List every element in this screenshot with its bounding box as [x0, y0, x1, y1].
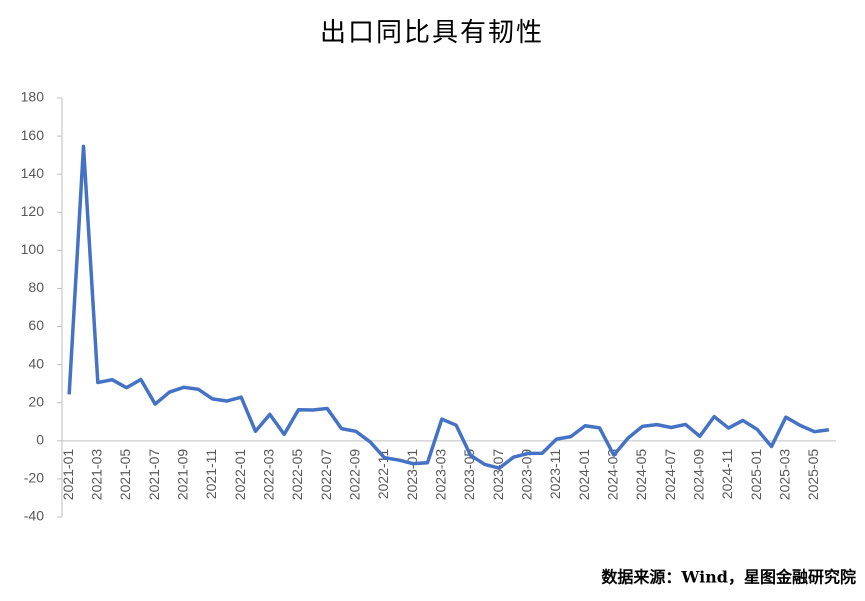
x-tick-label: 2021-11	[203, 449, 219, 500]
x-tick-label: 2022-11	[375, 449, 391, 500]
x-tick-label: 2021-01	[60, 449, 76, 501]
data-line	[67, 144, 830, 470]
y-tick-label: 20	[28, 393, 44, 409]
x-tick-label: 2022-01	[232, 449, 248, 501]
x-tick-label: 2023-11	[547, 449, 563, 500]
x-tick-label: 2025-03	[777, 449, 793, 501]
chart-title: 出口同比具有韧性	[320, 18, 544, 48]
x-tick-label: 2024-07	[662, 449, 678, 501]
x-tick-label: 2023-09	[519, 449, 535, 501]
x-tick-label: 2024-09	[691, 449, 707, 501]
x-tick-label: 2022-07	[318, 449, 334, 501]
y-tick-label: 140	[21, 165, 45, 181]
x-tick-label: 2021-05	[117, 449, 133, 501]
y-tick-label: 160	[21, 127, 45, 143]
x-tick-label: 2025-05	[805, 449, 821, 501]
x-tick-label: 2023-03	[433, 449, 449, 501]
x-tick-label: 2021-07	[146, 449, 162, 501]
y-tick-label: 40	[28, 355, 44, 371]
x-tick-label: 2025-01	[748, 449, 764, 501]
x-tick-label: 2023-01	[404, 449, 420, 501]
y-tick-label: 120	[21, 203, 45, 219]
y-tick-label: 180	[21, 89, 45, 105]
x-tick-label: 2024-01	[576, 449, 592, 501]
x-tick-label: 2022-03	[261, 449, 277, 501]
x-tick-label: 2022-09	[347, 449, 363, 501]
source-note: 数据来源：Wind，星图金融研究院	[601, 568, 856, 587]
y-tick-label: 60	[28, 317, 44, 333]
x-tick-label: 2023-07	[490, 449, 506, 501]
x-tick-label: 2024-11	[719, 449, 735, 500]
y-tick-label: 80	[28, 279, 44, 295]
x-tick-label: 2023-05	[461, 449, 477, 501]
x-tick-label: 2021-09	[175, 449, 191, 501]
x-tick-label: 2024-05	[633, 449, 649, 501]
y-tick-label: -40	[24, 508, 44, 524]
x-tick-label: 2024-03	[605, 449, 621, 501]
y-tick-label: 100	[21, 241, 45, 257]
x-tick-label: 2022-05	[289, 449, 305, 501]
y-tick-label: -20	[24, 470, 44, 486]
y-tick-label: 0	[36, 432, 44, 448]
x-tick-label: 2021-03	[89, 449, 105, 501]
